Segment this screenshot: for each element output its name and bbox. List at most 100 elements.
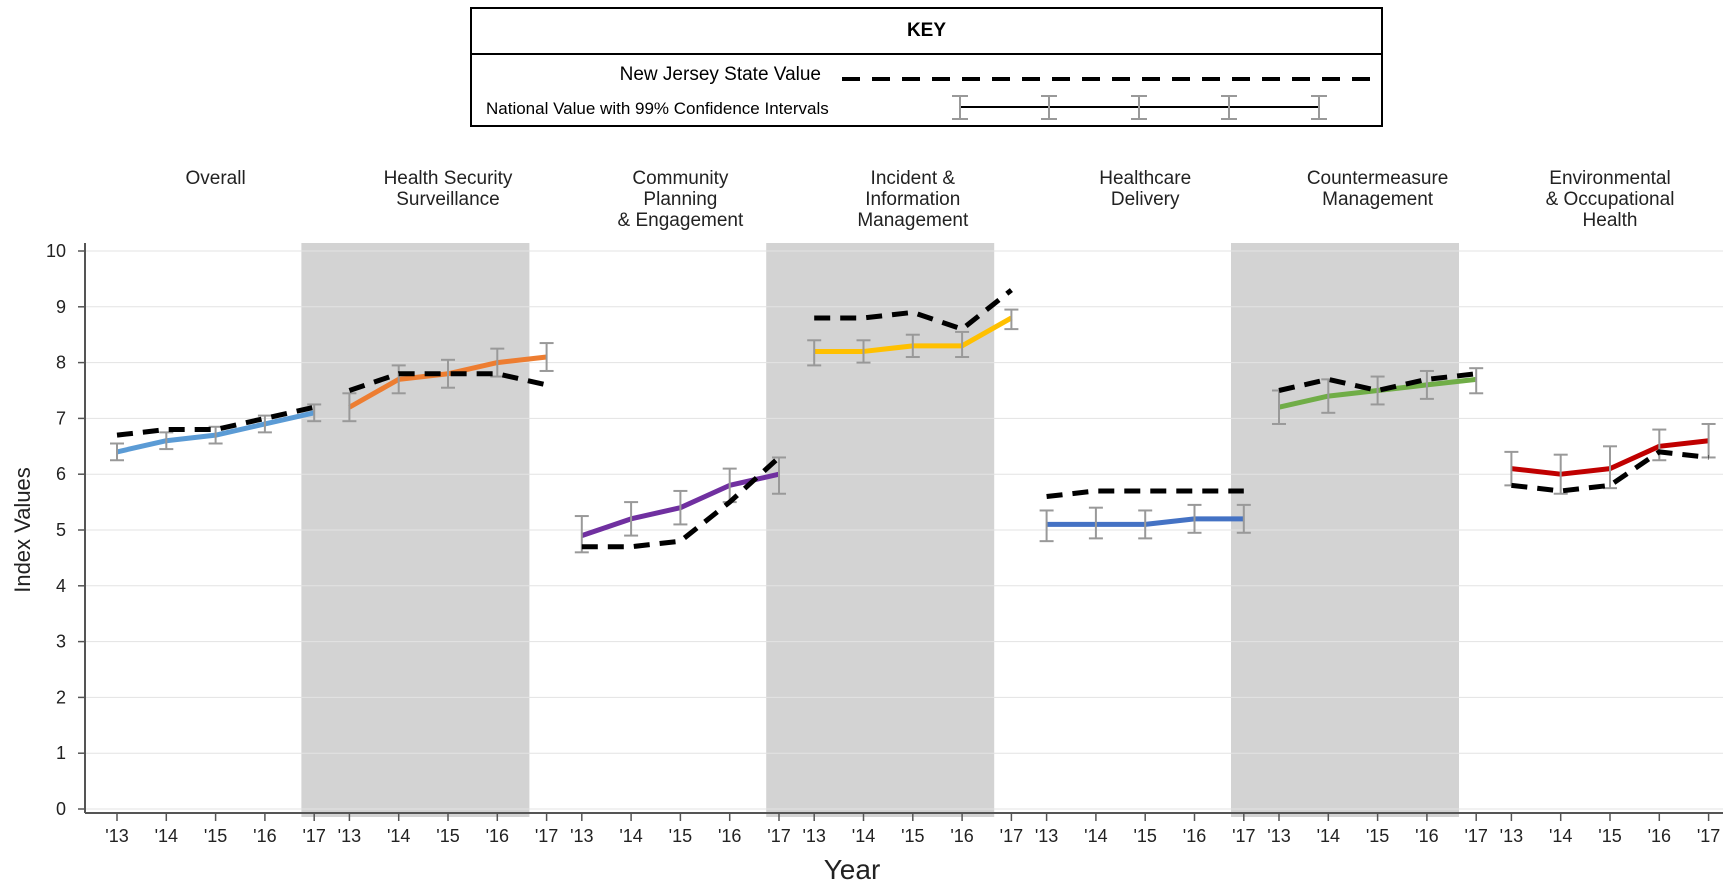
y-tick-label: 8: [56, 353, 66, 373]
legend-error-bar: [1221, 95, 1237, 120]
x-tick-label: '15: [901, 826, 924, 846]
x-tick-label: '14: [155, 826, 178, 846]
x-tick-label: '13: [1500, 826, 1523, 846]
error-bar: [905, 333, 920, 359]
y-tick-label: 7: [56, 408, 66, 428]
x-tick-label: '17: [1232, 826, 1255, 846]
error-bar: [1236, 503, 1251, 534]
error-bar: [1419, 369, 1434, 400]
x-tick-label: '14: [852, 826, 875, 846]
x-tick-label: '13: [105, 826, 128, 846]
x-tick-label: '16: [1648, 826, 1671, 846]
index-values-chart: 0 1 2 3 4 5 6 7 8 9 10 Index Values Year Overall '13 '1…: [10, 168, 1723, 885]
y-tick-label: 0: [56, 799, 66, 819]
state-series-line: [581, 455, 781, 550]
error-bar: [955, 330, 970, 359]
error-bar: [1370, 375, 1385, 406]
y-tick-label: 4: [56, 576, 66, 596]
y-tick-label: 3: [56, 632, 66, 652]
y-tick-label: 6: [56, 464, 66, 484]
error-bar: [307, 403, 322, 423]
x-axis-label: Year: [824, 854, 881, 885]
x-tick-label: '13: [570, 826, 593, 846]
x-tick-label: '17: [1464, 826, 1487, 846]
legend-error-bar: [1041, 95, 1057, 120]
error-bar: [807, 339, 822, 367]
error-bar: [342, 392, 357, 423]
error-bar: [1187, 503, 1202, 534]
error-bar: [1553, 453, 1568, 495]
panel-title: Surveillance: [396, 189, 500, 210]
error-bar: [1039, 509, 1054, 543]
legend-national-swatch: [952, 95, 1327, 120]
x-tick-label: '13: [802, 826, 825, 846]
state-series-line: [1278, 371, 1477, 394]
x-tick-label: '14: [1084, 826, 1107, 846]
legend-title: KEY: [472, 9, 1381, 55]
error-bar: [856, 339, 871, 364]
x-tick-label: '13: [1267, 826, 1290, 846]
panel-title: Environmental: [1549, 168, 1670, 189]
x-tick-label: '16: [253, 826, 276, 846]
panel-title: Countermeasure: [1307, 168, 1449, 189]
panel-title: Health: [1583, 210, 1638, 231]
state-series-line: [348, 371, 548, 393]
x-tick-label: '14: [387, 826, 410, 846]
error-bar: [110, 442, 124, 462]
panel-title: Overall: [186, 168, 246, 189]
panel-title: Healthcare: [1099, 168, 1191, 189]
error-bar: [1004, 308, 1019, 331]
legend-state-label: New Jersey State Value: [619, 64, 821, 85]
x-tick-label: '15: [1366, 826, 1389, 846]
y-tick-label: 9: [56, 297, 66, 317]
y-tick-label: 5: [56, 520, 66, 540]
x-tick-label: '15: [436, 826, 459, 846]
error-bar: [159, 431, 174, 451]
error-bar: [1138, 509, 1153, 540]
x-tick-label: '14: [1549, 826, 1572, 846]
x-tick-label: '15: [1598, 826, 1621, 846]
panel-title: Planning: [643, 189, 717, 210]
legend-state-swatch: [842, 77, 1372, 81]
panel-title: & Occupational: [1546, 189, 1675, 210]
state-series-line: [116, 404, 315, 438]
y-tick-label: 2: [56, 687, 66, 707]
error-bar: [490, 347, 505, 378]
x-tick-label: '16: [1415, 826, 1438, 846]
error-bar: [673, 489, 688, 526]
x-tick-label: '13: [338, 826, 361, 846]
x-tick-label: '17: [767, 826, 790, 846]
error-bar: [772, 456, 786, 495]
error-bar: [539, 342, 554, 372]
error-bar: [1469, 367, 1484, 395]
panel-title: Delivery: [1111, 189, 1180, 210]
x-tick-label: '17: [302, 826, 325, 846]
x-tick-label: '17: [535, 826, 558, 846]
panel-title: Health Security: [384, 168, 513, 189]
legend-box: KEY New Jersey State Value National Valu…: [470, 7, 1383, 127]
x-tick-label: '16: [1183, 826, 1206, 846]
panel-title: Information: [865, 189, 960, 210]
y-tick-label: 10: [46, 241, 66, 261]
error-bar: [1603, 445, 1617, 490]
x-tick-label: '17: [1000, 826, 1023, 846]
error-bar: [1652, 428, 1667, 462]
legend-error-bar: [1311, 95, 1327, 120]
x-tick-label: '14: [1317, 826, 1340, 846]
panel-title: & Engagement: [618, 210, 744, 231]
x-tick-label: '16: [486, 826, 509, 846]
y-axis-label: Index Values: [10, 467, 35, 593]
legend-error-bar: [952, 95, 968, 120]
y-tick-label: 1: [56, 743, 66, 763]
state-series-line: [1046, 488, 1244, 500]
x-tick-label: '17: [1697, 826, 1720, 846]
legend-error-bar: [1131, 95, 1147, 120]
error-bar: [1088, 506, 1103, 540]
panel-title: Management: [857, 210, 969, 231]
x-tick-label: '15: [204, 826, 227, 846]
error-bar: [257, 414, 272, 434]
state-series-line: [814, 288, 1013, 332]
error-bar: [624, 501, 639, 537]
error-bar: [391, 364, 406, 395]
x-tick-label: '15: [669, 826, 692, 846]
